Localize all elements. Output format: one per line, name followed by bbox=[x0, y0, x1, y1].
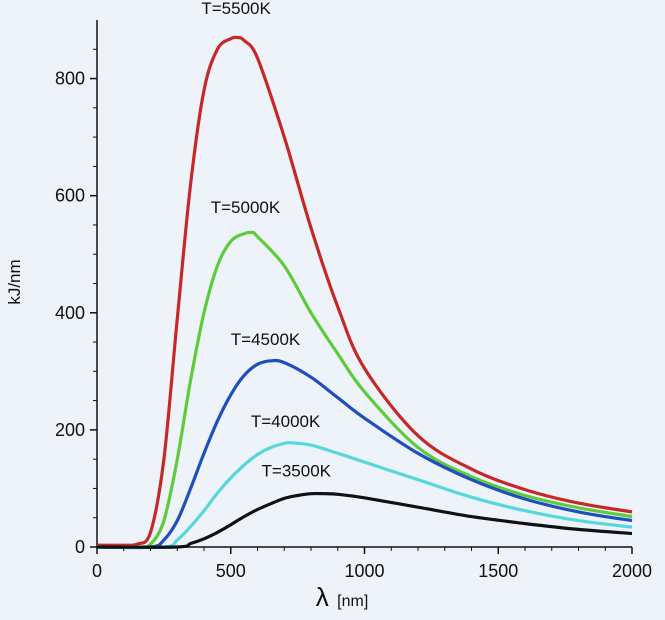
x-axis-title: λ [nm] bbox=[316, 582, 369, 612]
y-tick-label: 0 bbox=[75, 537, 85, 557]
curve-label: T=4500K bbox=[231, 330, 301, 349]
curve-label: T=3500K bbox=[262, 462, 332, 481]
x-ticks: 0 500 1000 1500 2000 bbox=[92, 547, 652, 581]
x-tick-label: 1000 bbox=[344, 561, 384, 581]
x-axis-symbol: λ bbox=[316, 582, 329, 612]
x-tick-label: 500 bbox=[216, 561, 246, 581]
y-tick-label: 200 bbox=[55, 420, 85, 440]
y-axis-title: kJ/nm bbox=[5, 259, 24, 304]
x-axis-unit: [nm] bbox=[337, 593, 368, 610]
series-line-t-4500k bbox=[96, 358, 633, 550]
curves bbox=[96, 35, 633, 550]
y-ticks: 0 200 400 600 800 bbox=[55, 48, 97, 557]
curve-labels: T=5500K T=5000K T=4500K T=4000K T=3500K bbox=[201, 0, 331, 481]
series-line-t-5500k bbox=[96, 35, 633, 547]
x-tick-label: 2000 bbox=[612, 561, 652, 581]
y-tick-label: 400 bbox=[55, 303, 85, 323]
series-line-t-5000k bbox=[96, 230, 633, 549]
x-tick-label: 1500 bbox=[478, 561, 518, 581]
series-line-t-4000k bbox=[96, 441, 633, 550]
x-tick-label: 0 bbox=[92, 561, 102, 581]
curve-label: T=4000K bbox=[251, 412, 321, 431]
y-tick-label: 600 bbox=[55, 186, 85, 206]
curve-label: T=5000K bbox=[211, 198, 281, 217]
series-line-t-3500k bbox=[96, 491, 633, 549]
curve-label: T=5500K bbox=[201, 0, 271, 18]
y-tick-label: 800 bbox=[55, 69, 85, 89]
